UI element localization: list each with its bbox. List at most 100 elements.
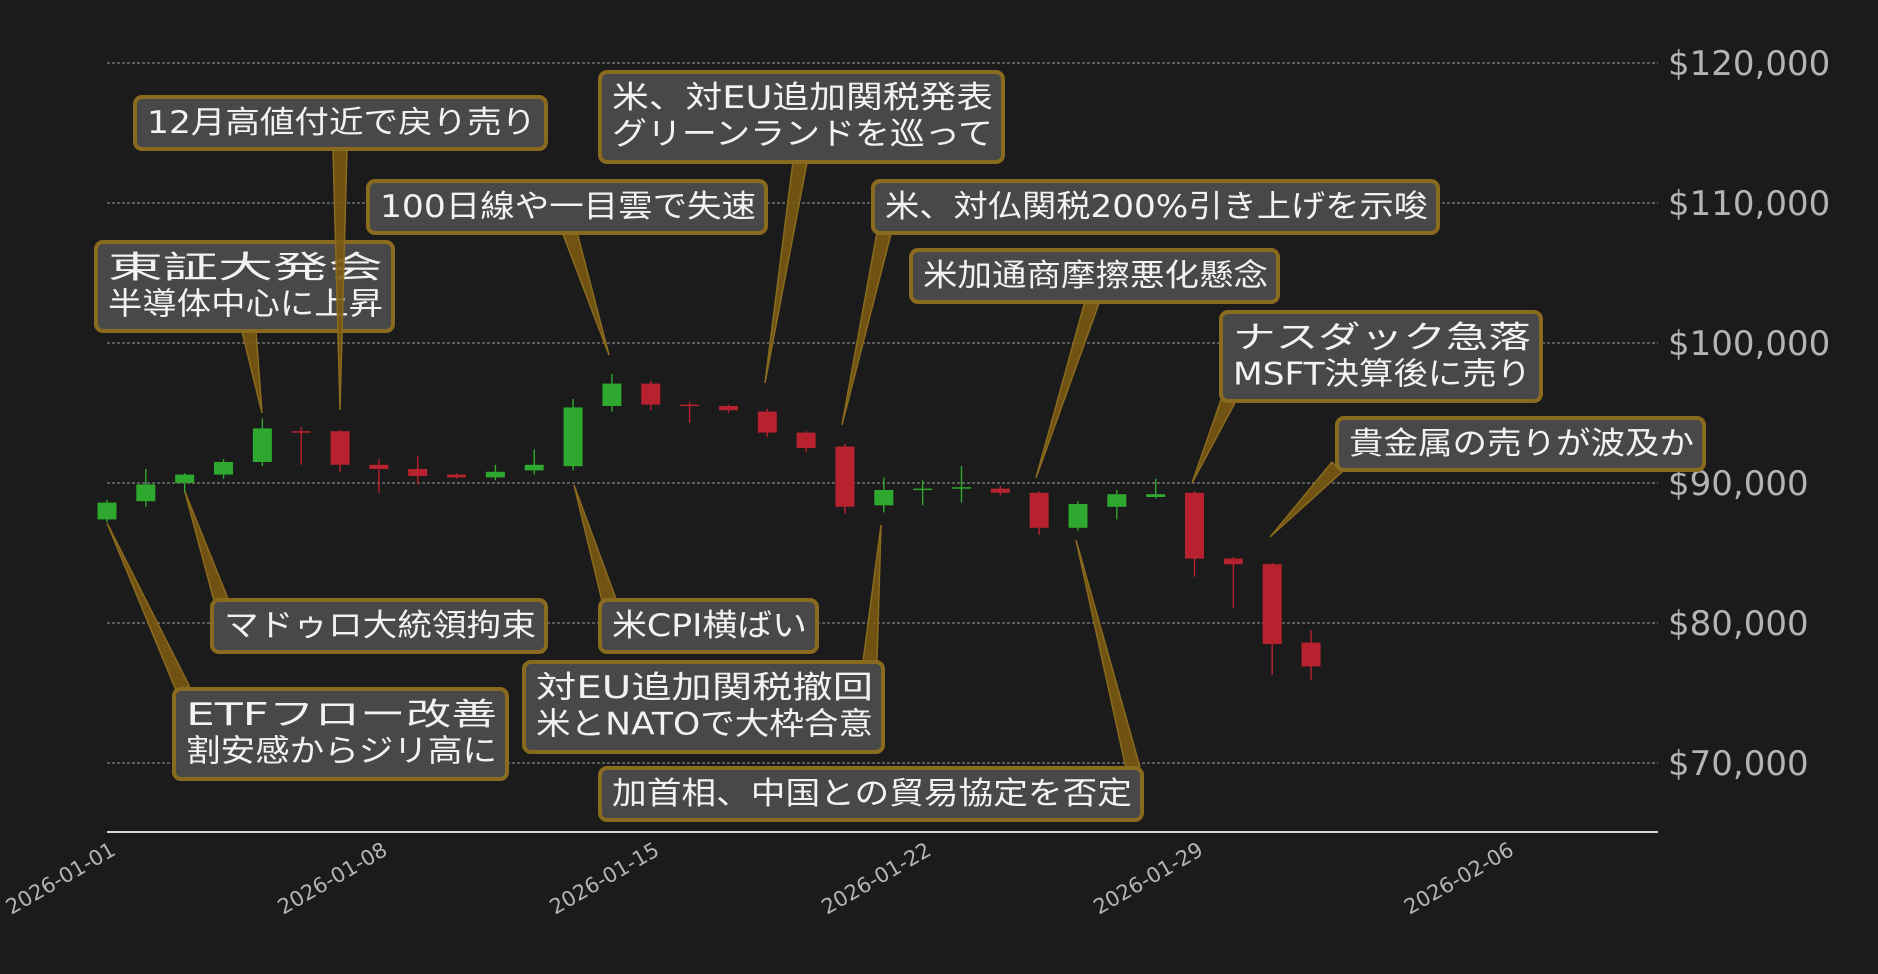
candle <box>1223 557 1243 608</box>
annotation-text: 米加通商摩擦悪化懸念 <box>923 258 1268 294</box>
y-tick-label: $80,000 <box>1668 604 1809 644</box>
annotation-box <box>94 240 395 333</box>
candle <box>330 429 350 472</box>
annotation-arrow <box>1269 461 1344 538</box>
candle <box>1146 478 1166 499</box>
candle <box>835 443 855 514</box>
candles-layer <box>97 373 1321 681</box>
candle-body <box>1029 492 1049 528</box>
candle-body <box>447 474 467 478</box>
candle-body <box>369 464 389 469</box>
candle <box>408 456 428 485</box>
candle <box>1301 630 1321 681</box>
annotation-box <box>598 598 819 654</box>
annotation-arrow <box>1075 539 1141 771</box>
candle-body <box>136 484 156 502</box>
candle-body <box>291 431 311 433</box>
annotation-box <box>598 70 1005 164</box>
candle <box>97 499 117 523</box>
candle-body <box>990 488 1010 493</box>
candle <box>524 449 544 475</box>
candle-body <box>1223 558 1243 565</box>
annotation-box <box>598 766 1144 822</box>
annotation-box <box>1335 416 1706 472</box>
annotation-arrow <box>562 229 610 356</box>
x-tick-label: 2026-01-01 <box>2 838 120 920</box>
candle <box>369 459 389 493</box>
candle <box>680 401 700 423</box>
annotation-box <box>172 687 509 781</box>
annotation-arrow <box>764 160 808 384</box>
annotation-callout: 米加通商摩擦悪化懸念 <box>909 248 1280 479</box>
x-tick-label: 2026-01-15 <box>546 838 664 920</box>
annotation-box <box>522 660 885 754</box>
candle <box>291 427 311 465</box>
candle-body <box>913 488 933 491</box>
y-tick-label: $110,000 <box>1668 184 1830 224</box>
annotation-text: 米CPI横ばい <box>612 608 807 644</box>
annotation-text: 米とNATOで大枠合意 <box>536 707 873 743</box>
candle-body <box>718 406 738 411</box>
candle-body <box>1107 494 1127 507</box>
annotation-text: 12月高値付近で戻り売り <box>147 105 536 141</box>
candle-body <box>1146 494 1166 497</box>
annotation-text: 100日線や一目雲で失速 <box>380 189 756 225</box>
candle <box>214 459 234 479</box>
candle <box>796 431 816 453</box>
candle <box>913 480 933 506</box>
candle <box>1185 491 1205 577</box>
candle <box>602 373 622 412</box>
y-tick-label: $120,000 <box>1668 44 1830 84</box>
candle-body <box>1068 504 1088 528</box>
candle-body <box>408 469 428 476</box>
annotation-text: 割安感からジリ高に <box>186 734 497 770</box>
annotations-layer: ETFフロー改善割安感からジリ高にマドゥロ大統領拘束東証大発会半導体中心に上昇1… <box>94 70 1706 822</box>
y-tick-label: $70,000 <box>1668 744 1809 784</box>
x-tick-label: 2026-01-22 <box>817 838 935 920</box>
candle <box>990 485 1010 496</box>
annotation-text: グリーンランドを巡って <box>612 117 993 153</box>
annotation-box <box>210 598 548 654</box>
candle-body <box>524 464 544 471</box>
candle <box>757 408 777 437</box>
annotation-text: ナスダック急落 <box>1233 320 1531 356</box>
candle-body <box>1262 564 1282 644</box>
candle-body <box>835 446 855 507</box>
candle-body <box>175 474 195 483</box>
candle <box>175 473 195 493</box>
annotation-callout: 貴金属の売りが波及か <box>1269 416 1706 538</box>
candle-body <box>1301 642 1321 667</box>
x-axis: 2026-01-01 2026-01-08 2026-01-15 2026-01-22… <box>2 831 1658 920</box>
annotation-callout: 米、対仏関税200%引き上げを示唆 <box>841 179 1440 426</box>
candle <box>641 380 661 411</box>
candle <box>447 473 467 479</box>
candle-body <box>951 487 971 489</box>
candle <box>951 466 971 503</box>
candle-body <box>641 383 661 405</box>
annotation-text: 米、対仏関税200%引き上げを示唆 <box>885 189 1428 225</box>
candle <box>136 469 156 507</box>
annotation-text: マドゥロ大統領拘束 <box>224 608 536 644</box>
annotation-text: MSFT決算後に売り <box>1233 357 1531 393</box>
candle-body <box>563 407 583 467</box>
y-tick-label: $100,000 <box>1668 324 1830 364</box>
annotation-arrow <box>184 491 229 604</box>
x-tick-label: 2026-02-06 <box>1400 838 1518 920</box>
candle-body <box>485 471 505 478</box>
annotation-text: ETFフロー改善 <box>186 697 497 733</box>
annotation-text: 貴金属の売りが波及か <box>1349 426 1694 462</box>
annotation-box <box>133 95 548 151</box>
annotation-arrow <box>1191 397 1236 484</box>
annotation-box <box>909 248 1280 304</box>
candle <box>252 418 272 467</box>
annotation-box <box>871 179 1440 235</box>
candle <box>718 404 738 413</box>
annotation-arrow <box>241 329 263 414</box>
